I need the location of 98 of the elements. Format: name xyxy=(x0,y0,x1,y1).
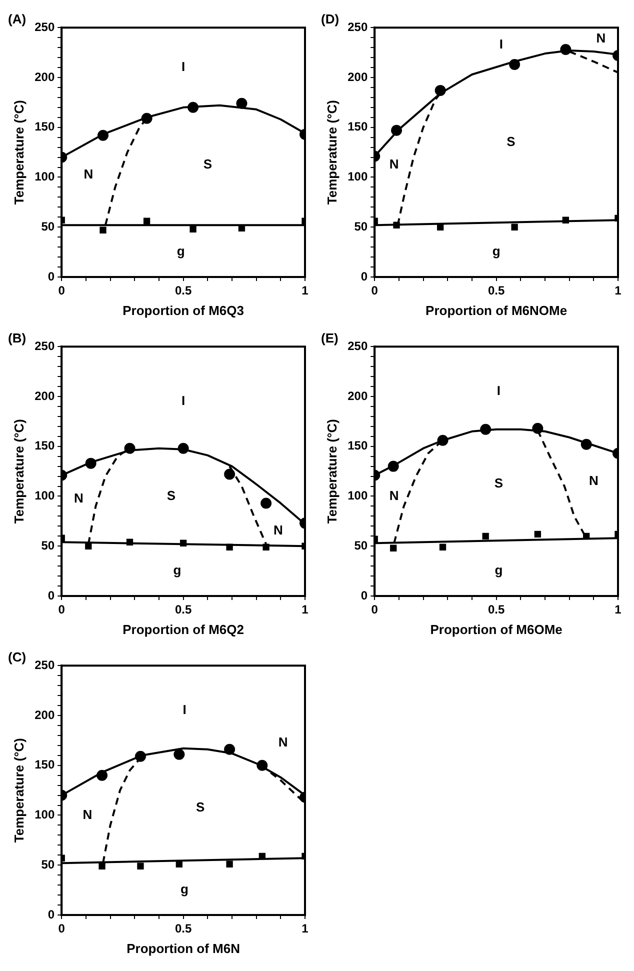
y-tick-label: 0 xyxy=(48,269,55,284)
point xyxy=(143,218,150,224)
chart-title: (B) xyxy=(8,330,26,346)
x-tick-label: 0.5 xyxy=(174,284,192,298)
y-tick-label: 0 xyxy=(360,588,368,602)
x-axis-title: Proportion of M6NOMe xyxy=(426,302,568,318)
annotation: N xyxy=(596,30,606,46)
y-tick-label: 100 xyxy=(348,170,368,184)
x-tick-label: 1 xyxy=(302,284,309,298)
annotation: N xyxy=(82,806,92,822)
point xyxy=(439,544,446,550)
annotation: N xyxy=(278,734,288,750)
y-tick-label: 250 xyxy=(34,658,55,672)
x-axis-title: Proportion of M6Q3 xyxy=(122,302,244,318)
y-tick-label: 200 xyxy=(34,70,55,84)
point xyxy=(482,532,489,540)
annotation: N xyxy=(389,488,399,503)
y-tick-label: 100 xyxy=(34,170,55,184)
annotation: g xyxy=(176,244,185,259)
y-axis-title: Temperature (°C) xyxy=(11,100,26,205)
point xyxy=(190,226,196,232)
y-tick-label: 250 xyxy=(34,338,55,353)
annotation: I xyxy=(496,383,501,398)
y-axis-title: Temperature (°C) xyxy=(324,418,340,524)
point xyxy=(511,224,518,230)
y-tick-label: 50 xyxy=(41,538,55,552)
y-tick-label: 50 xyxy=(354,538,368,552)
x-axis-title: Proportion of M6OMe xyxy=(430,622,562,637)
x-axis-title: Proportion of M6Q2 xyxy=(122,622,244,637)
chart-title: (C) xyxy=(8,649,26,664)
point xyxy=(174,748,185,760)
x-tick-label: 0 xyxy=(58,602,66,617)
annotation: g xyxy=(494,562,503,578)
x-tick-label: 0 xyxy=(371,284,378,298)
y-axis-title: Temperature (°C) xyxy=(11,418,26,524)
point xyxy=(98,862,106,870)
point xyxy=(137,862,144,870)
x-tick-label: 0.5 xyxy=(174,602,192,617)
x-tick-label: 0 xyxy=(58,922,66,936)
y-tick-label: 150 xyxy=(348,438,368,453)
annotation: S xyxy=(166,488,176,503)
y-tick-label: 100 xyxy=(34,808,55,822)
y-tick-label: 0 xyxy=(360,269,368,284)
annotation: S xyxy=(494,475,504,490)
annotation: g xyxy=(492,244,500,259)
x-tick-label: 0.5 xyxy=(488,602,505,617)
annotation: g xyxy=(180,882,189,897)
y-tick-label: 200 xyxy=(348,388,368,403)
annotation: I xyxy=(182,59,186,74)
chart-title: (E) xyxy=(321,330,338,346)
annotation: S xyxy=(196,799,206,814)
chart-title: (A) xyxy=(8,11,26,26)
annotation: S xyxy=(203,156,212,172)
y-tick-label: 50 xyxy=(354,219,368,234)
point xyxy=(260,498,272,509)
point xyxy=(224,468,236,480)
y-tick-label: 100 xyxy=(34,488,55,503)
x-tick-label: 1 xyxy=(614,602,622,617)
y-tick-label: 0 xyxy=(48,907,55,922)
annotation: N xyxy=(588,472,598,488)
y-tick-label: 150 xyxy=(348,120,368,134)
x-tick-label: 0.5 xyxy=(174,922,192,936)
y-tick-label: 50 xyxy=(41,857,55,872)
annotation: S xyxy=(506,134,516,149)
y-tick-label: 150 xyxy=(34,438,55,453)
y-tick-label: 250 xyxy=(348,20,368,34)
annotation: I xyxy=(182,702,186,718)
x-tick-label: 0 xyxy=(371,602,378,617)
y-axis-title: Temperature (°C) xyxy=(11,738,26,843)
x-tick-label: 0.5 xyxy=(488,284,505,298)
y-tick-label: 150 xyxy=(34,120,55,134)
point xyxy=(100,226,106,234)
x-tick-label: 1 xyxy=(302,922,309,936)
y-tick-label: 250 xyxy=(348,338,368,353)
annotation: I xyxy=(182,393,186,408)
y-tick-label: 0 xyxy=(48,588,55,602)
annotation: g xyxy=(173,562,182,578)
y-axis-title: Temperature (°C) xyxy=(324,100,340,205)
annotation: N xyxy=(74,490,84,506)
y-tick-label: 150 xyxy=(34,758,55,772)
point xyxy=(534,530,542,538)
annotation: N xyxy=(274,522,283,538)
y-tick-label: 200 xyxy=(348,70,368,84)
y-tick-label: 200 xyxy=(34,388,55,403)
annotation: I xyxy=(499,36,503,52)
x-tick-label: 1 xyxy=(614,284,622,298)
x-tick-label: 1 xyxy=(302,602,309,617)
y-tick-label: 50 xyxy=(41,219,55,234)
x-tick-label: 0 xyxy=(58,284,66,298)
annotation: N xyxy=(84,166,94,182)
x-axis-title: Proportion of M6N xyxy=(126,940,240,956)
annotation: N xyxy=(389,156,399,172)
point xyxy=(226,860,233,868)
point xyxy=(390,544,397,552)
y-tick-label: 250 xyxy=(34,20,55,34)
chart-title: (D) xyxy=(321,11,340,26)
y-tick-label: 100 xyxy=(348,488,368,503)
y-tick-label: 200 xyxy=(34,708,55,722)
